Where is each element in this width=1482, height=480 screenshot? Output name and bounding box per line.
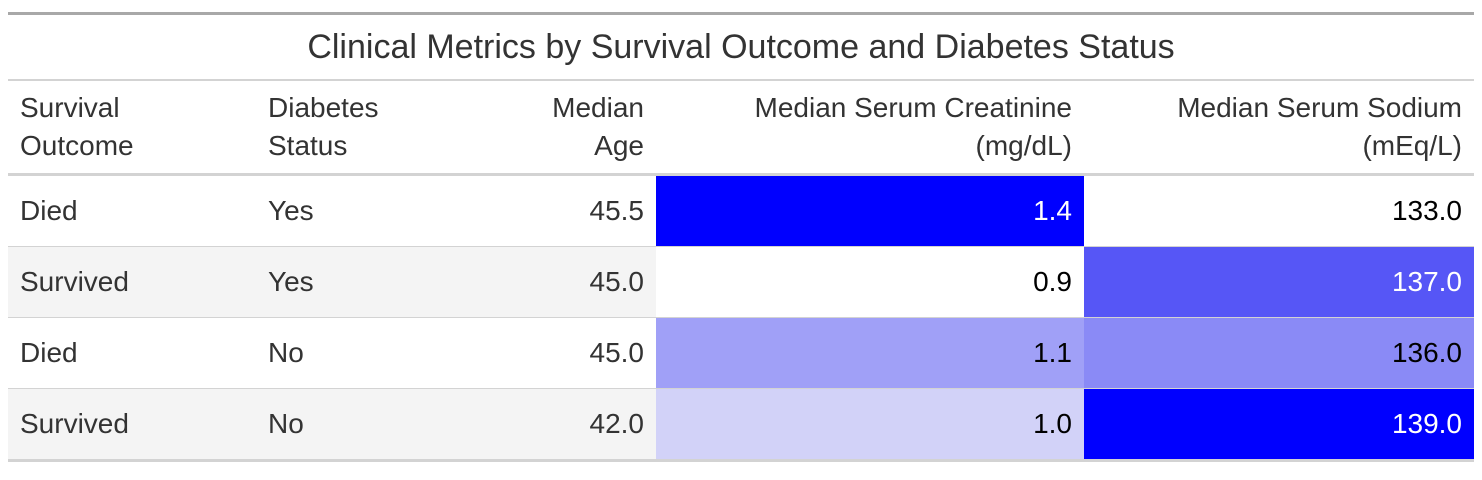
cell-median-serum-sodium: 137.0 [1084, 246, 1475, 318]
cell-diabetes-status: Yes [268, 195, 314, 226]
cell-diabetes-status: No [256, 317, 504, 389]
table-row: Died Yes 45.5 1.4 133.0 [8, 174, 1475, 247]
cell-median-serum-creatinine: 1.4 [656, 174, 1084, 247]
header-sodium-line2: (mEq/L) [1362, 130, 1463, 161]
table-row: Survived No 42.0 1.0 139.0 [8, 388, 1475, 461]
cell-median-age: 45.0 [504, 246, 656, 318]
cell-survival-outcome: Died [8, 317, 256, 389]
cell-diabetes-status: Yes [256, 246, 504, 318]
header-survival-outcome-line1: Survival [20, 92, 120, 123]
header-survival-outcome-line2: Outcome [20, 130, 134, 161]
header-sodium-line1: Median Serum Sodium [1177, 92, 1463, 123]
header-creatinine-line2: (mg/dL) [975, 130, 1072, 161]
header-median-age-line1: Median [552, 92, 644, 123]
table-row: Survived Yes 45.0 0.9 137.0 [8, 246, 1475, 318]
header-median-age-line2: Age [594, 130, 644, 161]
table-row: Died No 45.0 1.1 136.0 [8, 317, 1475, 389]
cell-survival-outcome: Died [20, 195, 78, 226]
cell-diabetes-status: No [256, 388, 504, 461]
cell-median-serum-sodium: 139.0 [1084, 388, 1475, 461]
header-median-serum-sodium: Median Serum Sodium (mEq/L) [1084, 80, 1475, 176]
cell-survival-outcome: Survived [8, 246, 256, 318]
header-median-age: Median Age [504, 80, 656, 176]
header-diabetes-status: Diabetes Status [256, 80, 504, 176]
table-title: Clinical Metrics by Survival Outcome and… [8, 13, 1475, 81]
header-diabetes-status-line2: Status [268, 130, 348, 161]
cell-median-serum-sodium: 133.0 [1084, 174, 1475, 247]
cell-median-serum-sodium: 136.0 [1084, 317, 1475, 389]
clinical-metrics-table: Clinical Metrics by Survival Outcome and… [8, 12, 1475, 462]
cell-median-age: 42.0 [504, 388, 656, 461]
cell-median-age: 45.5 [589, 195, 645, 226]
table-title-row: Clinical Metrics by Survival Outcome and… [8, 13, 1475, 81]
cell-survival-outcome: Survived [8, 388, 256, 461]
header-survival-outcome: Survival Outcome [8, 80, 256, 176]
column-header-row: Survival Outcome Diabetes Status Median Age… [8, 80, 1475, 176]
cell-median-age: 45.0 [504, 317, 656, 389]
cell-median-serum-creatinine: 1.1 [656, 317, 1084, 389]
cell-median-serum-creatinine: 1.0 [656, 388, 1084, 461]
header-creatinine-line1: Median Serum Creatinine [754, 92, 1073, 123]
header-diabetes-status-line1: Diabetes [268, 92, 379, 123]
cell-median-serum-creatinine: 0.9 [656, 246, 1084, 318]
header-median-serum-creatinine: Median Serum Creatinine (mg/dL) [656, 80, 1084, 176]
